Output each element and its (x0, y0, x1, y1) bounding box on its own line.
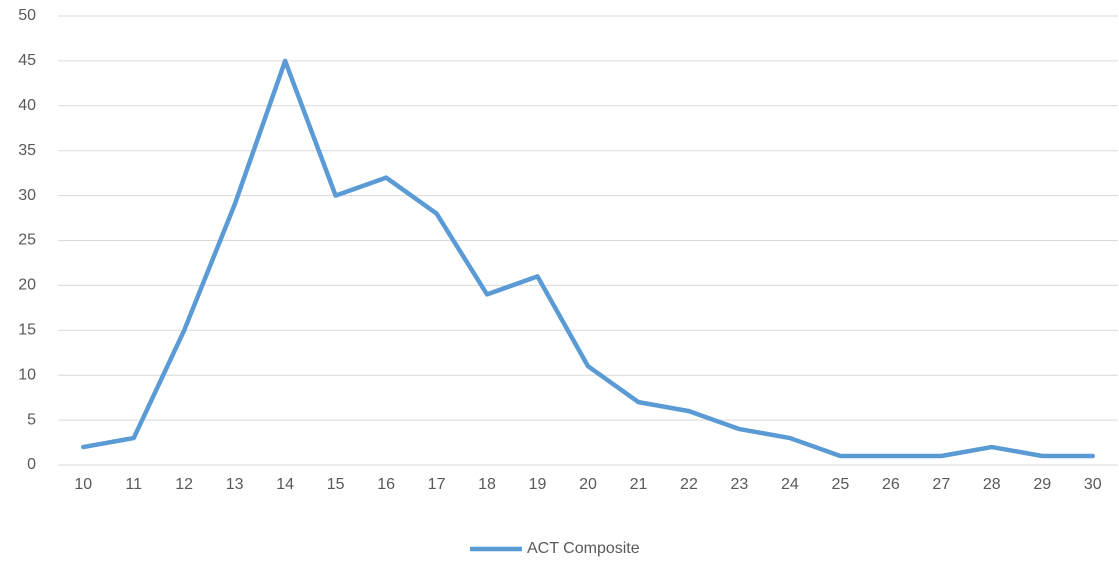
x-tick-label: 20 (579, 476, 597, 493)
x-tick-label: 27 (932, 476, 950, 493)
y-tick-label: 0 (27, 456, 36, 473)
x-tick-label: 28 (983, 476, 1001, 493)
y-tick-label: 25 (18, 232, 36, 249)
x-tick-label: 21 (630, 476, 648, 493)
x-tick-label: 16 (377, 476, 395, 493)
x-tick-label: 29 (1033, 476, 1051, 493)
y-tick-label: 40 (18, 97, 36, 114)
y-tick-label: 50 (18, 7, 36, 24)
x-tick-label: 26 (882, 476, 900, 493)
y-tick-label: 35 (18, 142, 36, 159)
y-tick-label: 30 (18, 187, 36, 204)
y-tick-label: 20 (18, 277, 36, 294)
x-tick-label: 10 (74, 476, 92, 493)
x-tick-label: 11 (125, 476, 142, 493)
y-tick-label: 10 (18, 366, 36, 383)
y-tick-label: 15 (18, 322, 36, 339)
y-tick-label: 5 (27, 411, 36, 428)
legend-label: ACT Composite (527, 540, 640, 557)
x-tick-label: 17 (428, 476, 446, 493)
y-tick-label: 45 (18, 52, 36, 69)
x-tick-label: 19 (529, 476, 547, 493)
x-tick-label: 13 (226, 476, 244, 493)
x-tick-label: 23 (731, 476, 749, 493)
data-line (80, 58, 1096, 459)
x-tick-label: 25 (831, 476, 849, 493)
x-tick-label: 30 (1084, 476, 1102, 493)
x-tick-label: 22 (680, 476, 698, 493)
x-tick-label: 14 (276, 476, 294, 493)
x-tick-label: 18 (478, 476, 496, 493)
x-tick-label: 15 (327, 476, 345, 493)
x-tick-label: 24 (781, 476, 799, 493)
x-tick-label: 12 (175, 476, 193, 493)
